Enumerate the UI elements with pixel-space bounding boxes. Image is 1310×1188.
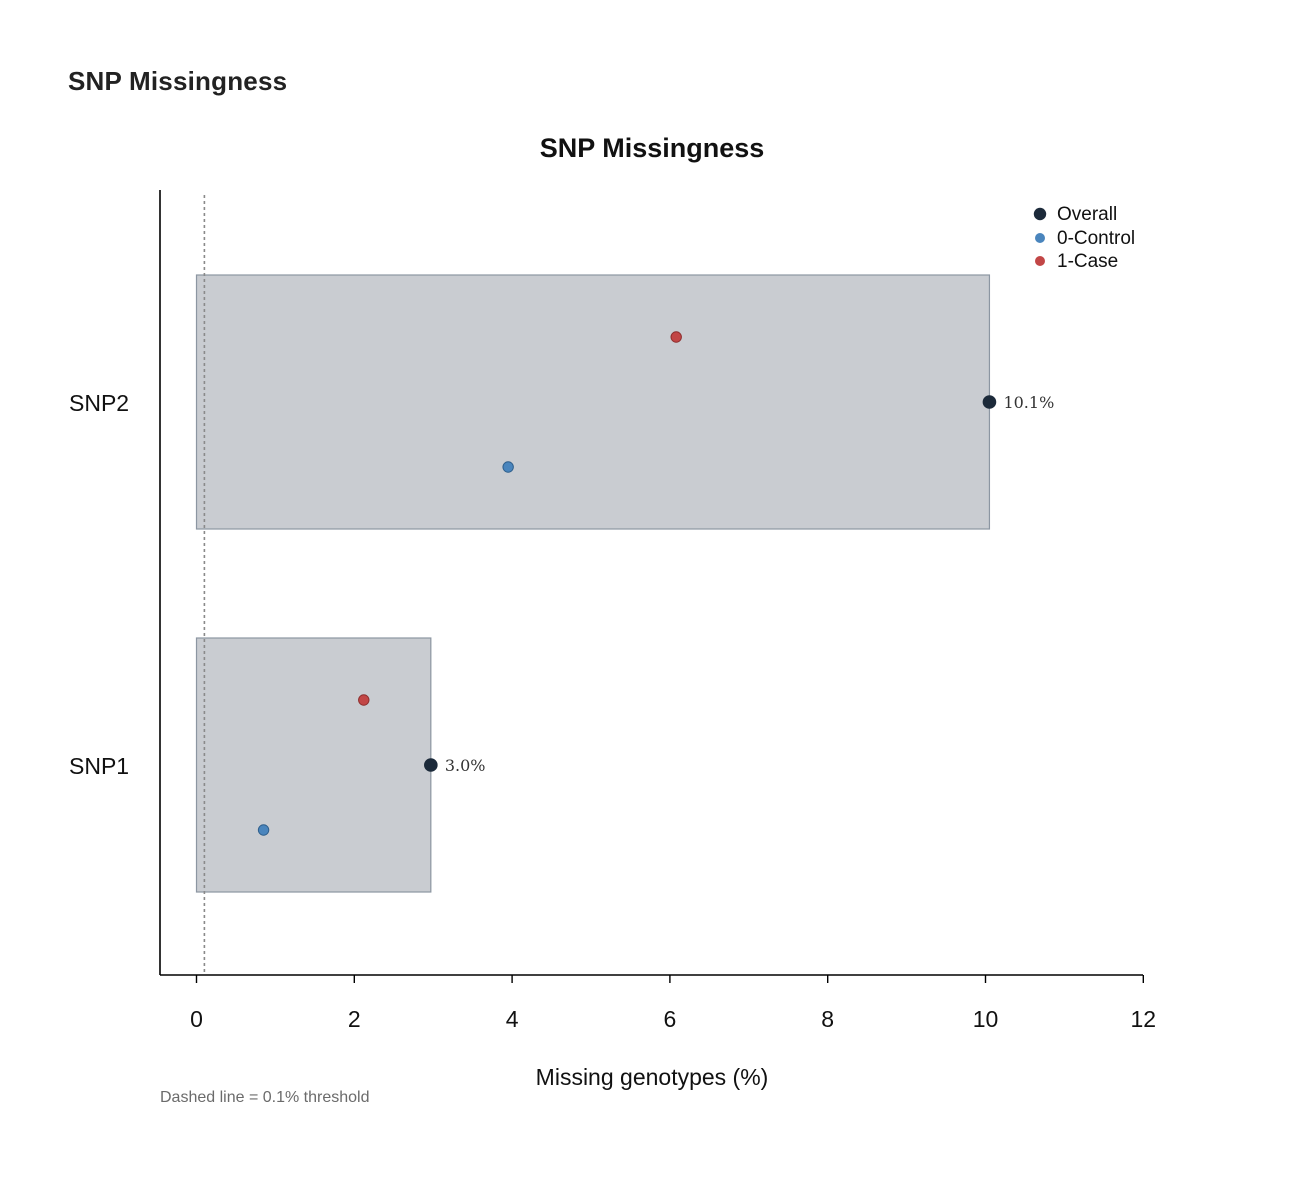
legend-marker-1-case	[1035, 256, 1045, 266]
legend-label-1-case: 1-Case	[1057, 251, 1118, 272]
legend-label-overall: Overall	[1057, 204, 1117, 225]
x-tick-label-12: 12	[1131, 1006, 1157, 1032]
page-heading: SNP Missingness	[68, 66, 288, 96]
bar-snp2	[195, 274, 991, 530]
point-overall-snp2	[982, 395, 997, 409]
x-axis-label: Missing genotypes (%)	[536, 1064, 769, 1090]
x-tick-label-8: 8	[821, 1006, 834, 1032]
point-case-snp1	[358, 694, 370, 706]
legend-marker-overall	[1033, 207, 1047, 221]
x-tick-label-4: 4	[506, 1006, 519, 1032]
legend-marker-0-control	[1035, 233, 1045, 243]
point-overall-snp1	[424, 758, 438, 772]
x-tick-label-0: 0	[190, 1006, 203, 1032]
point-control-snp1	[257, 824, 270, 836]
x-tick-label-6: 6	[664, 1006, 677, 1032]
value-label-snp1: 3.0%	[445, 756, 486, 775]
point-control-snp2	[502, 461, 514, 473]
value-label-snp2: 10.1%	[1003, 393, 1054, 412]
y-tick-label-snp1: SNP1	[69, 753, 129, 779]
chart-title: SNP Missingness	[540, 133, 765, 163]
y-tick-label-snp2: SNP2	[69, 390, 129, 416]
x-tick-label-10: 10	[973, 1006, 999, 1032]
bar-snp1	[195, 637, 432, 893]
point-case-snp2	[670, 331, 682, 343]
legend-label-0-control: 0-Control	[1057, 228, 1135, 249]
plot-area: 0 2 4 6 8 10 12 SNP2 SNP1 10.1% 3.0%	[69, 190, 1156, 1032]
footnote: Dashed line = 0.1% threshold	[160, 1089, 369, 1106]
x-tick-label-2: 2	[348, 1006, 361, 1032]
